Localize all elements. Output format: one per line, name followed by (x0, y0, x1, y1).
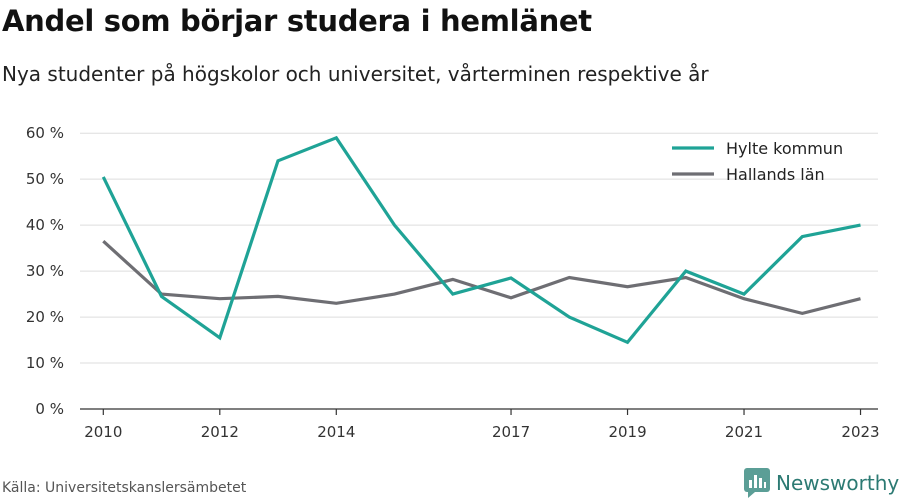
y-tick-label: 60 % (26, 124, 64, 142)
brand-logo: Newsworthy (744, 468, 899, 498)
hallands-lan-line (102, 240, 861, 316)
y-axis-ticks: 0 % 10 % 20 % 30 % 40 % 50 % 60 % (26, 124, 64, 418)
y-tick-label: 40 % (26, 216, 64, 234)
x-tick-label: 2021 (725, 423, 763, 441)
chart-title: Andel som börjar studera i hemlänet (2, 4, 592, 38)
legend: Hylte kommun Hallands län (672, 139, 843, 184)
x-tick-label: 2014 (317, 423, 355, 441)
y-tick-label: 50 % (26, 170, 64, 188)
x-tick-label: 2017 (492, 423, 530, 441)
legend-label: Hallands län (726, 165, 825, 184)
x-axis: 2010 2012 2014 2017 2019 2021 2023 (80, 408, 880, 441)
x-tick-label: 2012 (201, 423, 239, 441)
source-note: Källa: Universitetskanslersämbetet (2, 480, 247, 496)
hylte-kommun-line (101, 135, 861, 345)
brand-name: Newsworthy (776, 471, 900, 495)
y-tick-label: 10 % (26, 354, 64, 372)
x-tick-label: 2023 (841, 423, 879, 441)
x-tick-label: 2010 (84, 423, 122, 441)
gridlines (80, 132, 878, 364)
y-tick-label: 0 % (35, 400, 64, 418)
x-tick-label: 2019 (608, 423, 646, 441)
y-tick-label: 30 % (26, 262, 64, 280)
legend-label: Hylte kommun (726, 139, 843, 158)
series-lines (101, 135, 861, 345)
newsworthy-logo-icon (744, 468, 770, 498)
y-tick-label: 20 % (26, 308, 64, 326)
chart-subtitle: Nya studenter på högskolor och universit… (2, 62, 709, 86)
